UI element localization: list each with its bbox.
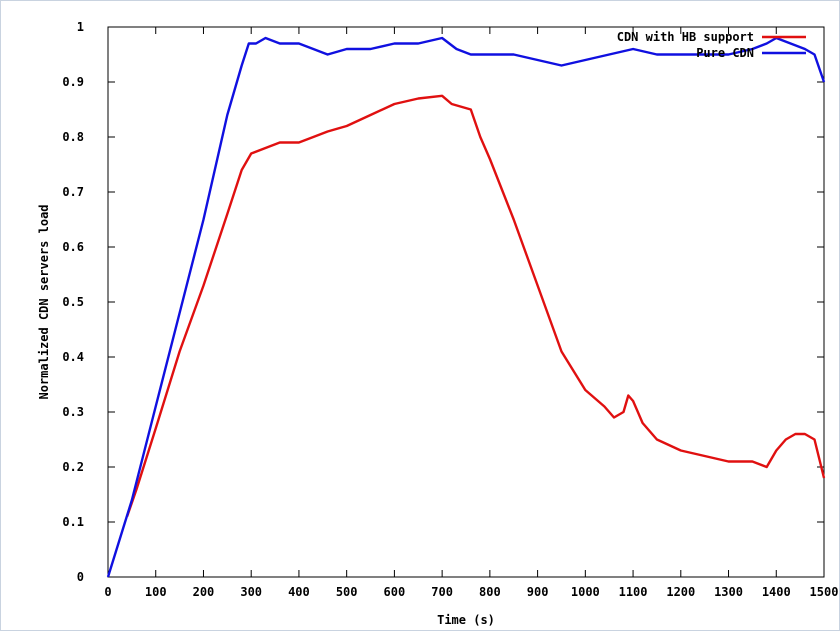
y-tick-label: 0.5 [62,295,84,309]
x-tick-label: 300 [240,585,262,599]
x-tick-label: 400 [288,585,310,599]
y-tick-label: 0 [77,570,84,584]
x-tick-label: 1200 [666,585,695,599]
legend-label: Pure CDN [696,46,754,60]
y-tick-label: 0.7 [62,185,84,199]
x-tick-label: 800 [479,585,501,599]
x-tick-label: 1100 [619,585,648,599]
y-axis-title: Normalized CDN servers load [37,204,51,399]
x-tick-label: 500 [336,585,358,599]
legend-label: CDN with HB support [617,30,754,44]
series-line-1 [106,36,826,578]
y-tick-label: 0.8 [62,130,84,144]
x-tick-label: 1500 [810,585,839,599]
y-tick-label: 0.9 [62,75,84,89]
y-tick-label: 0.4 [62,350,84,364]
x-tick-label: 200 [193,585,215,599]
y-tick-label: 0.1 [62,515,84,529]
y-tick-label: 1 [77,20,84,34]
y-tick-label: 0.3 [62,405,84,419]
x-tick-label: 1300 [714,585,743,599]
x-tick-label: 0 [104,585,111,599]
x-tick-label: 900 [527,585,549,599]
x-axis-title: Time (s) [437,613,495,627]
y-tick-label: 0.6 [62,240,84,254]
axis-ticks: 0 100 200 300 400 500 600 700 800 900 1000 1100 1200… [62,20,838,599]
plot-border [107,26,825,578]
legend: CDN with HB support Pure CDN [617,30,806,60]
plot-area [107,26,825,578]
y-tick-label: 0.2 [62,460,84,474]
x-tick-label: 700 [431,585,453,599]
x-tick-label: 100 [145,585,167,599]
x-tick-label: 600 [384,585,406,599]
x-tick-label: 1000 [571,585,600,599]
series-line-0 [125,94,826,517]
series-layer [106,36,826,578]
x-tick-label: 1400 [762,585,791,599]
